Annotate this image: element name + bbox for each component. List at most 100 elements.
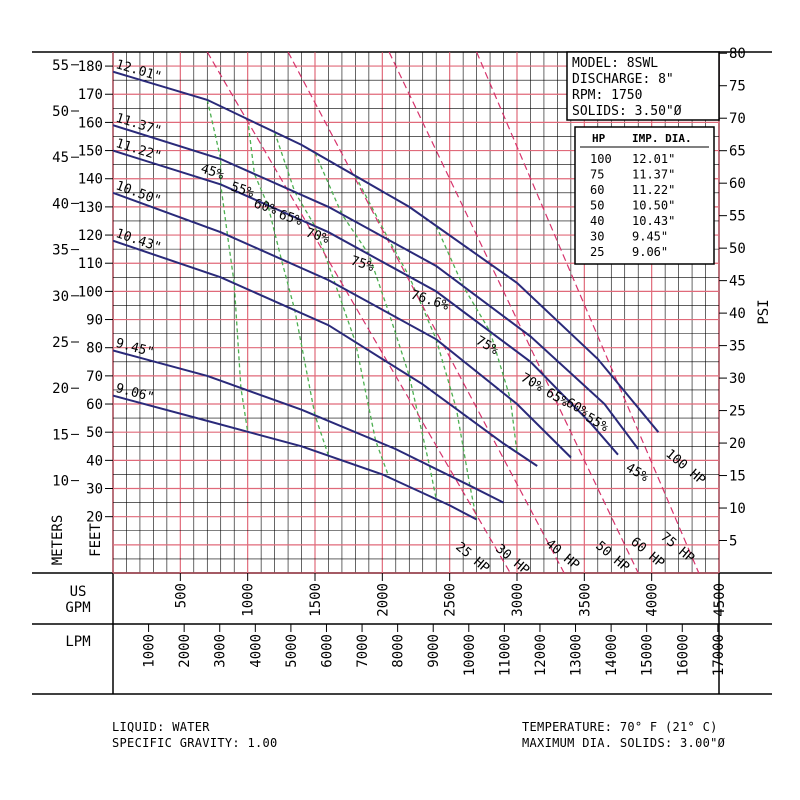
feet-tick-label: 80 <box>86 341 103 357</box>
lpm-tick-label: 9000 <box>426 634 442 668</box>
feet-tick-label: 180 <box>78 59 103 75</box>
lpm-tick-label: 6000 <box>319 634 335 668</box>
feet-tick-label: 90 <box>86 313 103 329</box>
spec-box <box>566 51 720 121</box>
lpm-tick-label: 10000 <box>462 634 478 676</box>
lpm-tick-label: 15000 <box>640 634 656 676</box>
lpm-tick-label: 12000 <box>533 634 549 676</box>
meters-tick-label: 20 <box>52 381 69 397</box>
meters-tick-label: 10 <box>52 474 69 490</box>
hp-line <box>206 52 511 573</box>
hp-table-cell-hp: 100 <box>590 152 612 166</box>
hp-table-cell-hp: 75 <box>590 168 604 182</box>
efficiency-label: 60% <box>252 197 279 219</box>
hp-table-cell-hp: 30 <box>590 230 604 244</box>
hp-table-header-hp: HP <box>592 132 606 145</box>
lpm-tick-label: 3000 <box>213 634 229 668</box>
hp-table-cell-dia: 10.50" <box>632 199 675 213</box>
efficiency-label: 70% <box>304 226 331 248</box>
impeller-curve <box>113 149 619 456</box>
gpm-unit-label: GPM <box>65 600 90 616</box>
gpm-tick-label: 4500 <box>712 583 728 617</box>
psi-tick-label: 80 <box>729 46 746 62</box>
lpm-tick-label: 11000 <box>497 634 513 676</box>
feet-tick-label: 120 <box>78 228 103 244</box>
psi-tick-label: 25 <box>729 404 746 420</box>
hp-table-cell-dia: 11.22" <box>632 183 675 197</box>
hp-line <box>388 52 639 573</box>
gpm-tick-label: 3000 <box>510 583 526 617</box>
psi-tick-label: 55 <box>729 209 746 225</box>
feet-tick-label: 50 <box>86 425 103 441</box>
hp-table-cell-dia: 12.01" <box>632 152 675 166</box>
feet-tick-label: 130 <box>78 200 103 216</box>
gpm-tick-label: 2500 <box>443 583 459 617</box>
hp-table-cell-dia: 11.37" <box>632 168 675 182</box>
impeller-curve <box>113 349 504 504</box>
meters-tick-label: 45 <box>52 150 69 166</box>
spec-box-line: DISCHARGE: 8" <box>572 72 674 87</box>
psi-axis-label: PSI <box>756 299 772 324</box>
meters-tick-label: 50 <box>52 104 69 120</box>
feet-tick-label: 70 <box>86 369 103 385</box>
specific-gravity-note: SPECIFIC GRAVITY: 1.00 <box>112 736 278 750</box>
feet-tick-label: 100 <box>78 284 103 300</box>
hp-table-cell-dia: 10.43" <box>632 214 675 228</box>
hp-table-cell-hp: 40 <box>590 214 604 228</box>
efficiency-contour <box>435 225 518 453</box>
liquid-note: LIQUID: WATER <box>112 720 210 734</box>
hp-table-cell-dia: 9.06" <box>632 245 668 259</box>
psi-tick-label: 15 <box>729 469 746 485</box>
lpm-tick-label: 2000 <box>177 634 193 668</box>
impeller-curve <box>113 394 478 521</box>
psi-tick-label: 65 <box>729 144 746 160</box>
lpm-tick-label: 5000 <box>284 634 300 668</box>
feet-tick-label: 60 <box>86 397 103 413</box>
meters-tick-label: 40 <box>52 196 69 212</box>
lpm-tick-label: 14000 <box>604 634 620 676</box>
lpm-unit-label: LPM <box>65 634 90 650</box>
hp-table-cell-hp: 50 <box>590 199 604 213</box>
lpm-tick-label: 13000 <box>569 634 585 676</box>
impeller-curve <box>113 191 572 459</box>
meters-tick-label: 35 <box>52 243 69 259</box>
psi-tick-label: 45 <box>729 274 746 290</box>
efficiency-label: 55% <box>229 180 256 202</box>
gpm-tick-label: 1500 <box>308 583 324 617</box>
psi-tick-label: 40 <box>729 306 746 322</box>
max-solids-note: MAXIMUM DIA. SOLIDS: 3.00"Ø <box>522 736 726 750</box>
hp-table-cell-hp: 60 <box>590 183 604 197</box>
temperature-note: TEMPERATURE: 70° F (21° C) <box>522 720 718 734</box>
hp-table-header-dia: IMP. DIA. <box>632 132 692 145</box>
psi-tick-label: 50 <box>729 241 746 257</box>
psi-tick-label: 30 <box>729 371 746 387</box>
psi-tick-label: 10 <box>729 501 746 517</box>
gpm-tick-label: 500 <box>173 583 189 608</box>
meters-tick-label: 25 <box>52 335 69 351</box>
lpm-tick-label: 1000 <box>142 634 158 668</box>
feet-tick-label: 20 <box>86 510 103 526</box>
feet-tick-label: 150 <box>78 144 103 160</box>
gpm-tick-label: 2000 <box>375 583 391 617</box>
hp-line <box>476 52 700 573</box>
meters-tick-label: 15 <box>52 427 69 443</box>
spec-box-line: RPM: 1750 <box>572 88 642 103</box>
feet-tick-label: 110 <box>78 256 103 272</box>
psi-tick-label: 75 <box>729 79 746 95</box>
psi-tick-label: 20 <box>729 436 746 452</box>
hp-table-cell-hp: 25 <box>590 245 604 259</box>
feet-tick-label: 140 <box>78 172 103 188</box>
us-unit-label: US <box>70 584 87 600</box>
gpm-tick-label: 1000 <box>241 583 257 617</box>
hp-table <box>574 126 715 265</box>
feet-tick-label: 30 <box>86 482 103 498</box>
psi-tick-label: 35 <box>729 339 746 355</box>
lpm-tick-label: 17000 <box>711 634 727 676</box>
lpm-tick-label: 16000 <box>675 634 691 676</box>
meters-axis-label: METERS <box>50 515 66 566</box>
gpm-tick-label: 3500 <box>577 583 593 617</box>
impeller-curve <box>113 239 538 467</box>
lpm-tick-label: 4000 <box>248 634 264 668</box>
feet-tick-label: 40 <box>86 453 103 469</box>
